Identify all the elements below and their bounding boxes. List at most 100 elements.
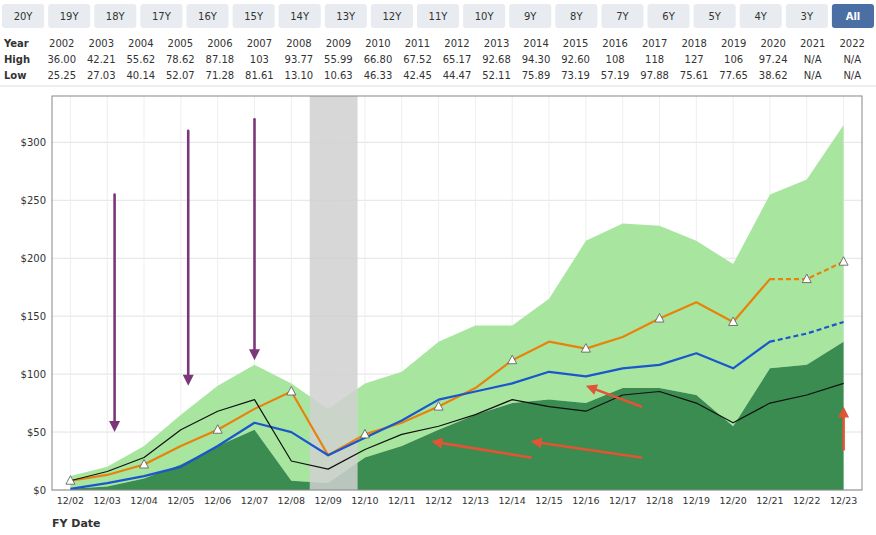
table-cell: 13.10 (285, 70, 314, 81)
tab[interactable] (48, 4, 90, 28)
tab[interactable] (740, 4, 782, 28)
tab[interactable] (647, 4, 689, 28)
plot-area (66, 96, 849, 490)
tab-label[interactable]: 19Y (60, 11, 80, 22)
tab[interactable] (555, 4, 597, 28)
tab-label[interactable]: 6Y (662, 11, 675, 22)
point-marker (729, 317, 738, 326)
tab-label[interactable]: 8Y (570, 11, 583, 22)
table-cell: 38.62 (759, 70, 788, 81)
tab-label[interactable]: 9Y (524, 11, 537, 22)
tab[interactable] (694, 4, 736, 28)
tab[interactable] (325, 4, 367, 28)
point-marker (360, 429, 369, 438)
grid-line (52, 142, 862, 143)
x-tick-label: 12/13 (462, 495, 489, 506)
arrow-head (183, 375, 194, 386)
table-cell: 2002 (49, 38, 74, 49)
table-cell: 93.77 (285, 54, 314, 65)
tab[interactable] (832, 4, 874, 28)
x-tick-label: 12/20 (719, 495, 746, 506)
grid-line (107, 96, 108, 490)
x-tick-label: 12/05 (167, 495, 194, 506)
table-cell: 42.21 (87, 54, 116, 65)
table-cell: 2003 (89, 38, 114, 49)
table-cell: 106 (724, 54, 743, 65)
x-tick-label: 12/03 (94, 495, 121, 506)
tab-label[interactable]: 13Y (336, 11, 356, 22)
table-cell: 97.88 (640, 70, 669, 81)
point-marker (802, 274, 811, 283)
table-cell: 2012 (444, 38, 469, 49)
tab[interactable] (371, 4, 413, 28)
x-tick-label: 12/22 (793, 495, 820, 506)
table-cell: 46.33 (364, 70, 393, 81)
arrow-shaft (253, 119, 256, 349)
table-cell: 2009 (326, 38, 351, 49)
arrow-shaft (842, 418, 845, 450)
tab-label[interactable]: 11Y (429, 11, 449, 22)
line (70, 322, 843, 489)
area (70, 342, 843, 490)
x-tick-label: 12/09 (314, 495, 341, 506)
table-cell: 2006 (207, 38, 232, 49)
tab-label[interactable]: 18Y (106, 11, 126, 22)
arrow-head (431, 438, 443, 449)
tab-label[interactable]: 4Y (754, 11, 767, 22)
x-tick-label: 12/11 (388, 495, 415, 506)
tab-label[interactable]: 14Y (290, 11, 310, 22)
tab-label[interactable]: 3Y (801, 11, 814, 22)
x-tick-label: 12/10 (351, 495, 378, 506)
tab[interactable] (509, 4, 551, 28)
point-marker (434, 402, 443, 411)
y-tick-label: $0 (33, 485, 46, 496)
table-cell: N/A (843, 54, 861, 65)
arrow-shaft (187, 131, 190, 375)
table-cell: 42.45 (403, 70, 432, 81)
table: Year200220032004200520062007200820092010… (0, 38, 876, 86)
table-cell: 75.61 (680, 70, 709, 81)
tab[interactable] (233, 4, 275, 28)
tab-label[interactable]: 16Y (198, 11, 218, 22)
tab-label[interactable]: 15Y (244, 11, 264, 22)
x-tick-label: 12/15 (535, 495, 562, 506)
table-cell: 81.61 (245, 70, 274, 81)
table-cell: 52.11 (482, 70, 511, 81)
tab[interactable] (601, 4, 643, 28)
arrow-shaft (113, 195, 116, 422)
chart: 20Y 19Y 18Y 17Y 16Y 15Y 14Y 13Y 12Y 11Y 10Y 9Y 8Y 7Y 6… (0, 0, 876, 535)
arrow-shaft (442, 443, 531, 457)
table-cell: 75.89 (522, 70, 551, 81)
tab-label[interactable]: 20Y (14, 11, 34, 22)
x-tick-label: 12/23 (830, 495, 857, 506)
arrow (249, 119, 260, 360)
grid-line (144, 96, 145, 490)
table-cell: 44.47 (443, 70, 472, 81)
tab[interactable] (186, 4, 228, 28)
table-cell: 65.17 (443, 54, 472, 65)
table-cell: 87.18 (206, 54, 235, 65)
tab-label[interactable]: 10Y (475, 11, 495, 22)
tab-label[interactable]: All (846, 11, 861, 22)
tab-bar: 20Y 19Y 18Y 17Y 16Y 15Y 14Y 13Y 12Y 11Y 10Y 9Y 8Y 7Y 6… (2, 4, 874, 28)
tab-label[interactable]: 12Y (382, 11, 402, 22)
tab[interactable] (279, 4, 321, 28)
line (70, 383, 843, 480)
tab[interactable] (140, 4, 182, 28)
tab[interactable] (417, 4, 459, 28)
table-cell: N/A (804, 70, 822, 81)
tab[interactable] (463, 4, 505, 28)
arrow (109, 195, 120, 433)
tab-label[interactable]: 17Y (152, 11, 172, 22)
tab[interactable] (94, 4, 136, 28)
table-cell: 10.63 (324, 70, 353, 81)
tab[interactable] (786, 4, 828, 28)
arrow-head (109, 421, 120, 432)
grid-line (70, 96, 71, 490)
table-cell: 2013 (484, 38, 509, 49)
tab-label[interactable]: 7Y (616, 11, 629, 22)
tab[interactable] (2, 4, 44, 28)
y-tick-label: $250 (21, 195, 46, 206)
tab-label[interactable]: 5Y (708, 11, 721, 22)
table-cell: 27.03 (87, 70, 116, 81)
